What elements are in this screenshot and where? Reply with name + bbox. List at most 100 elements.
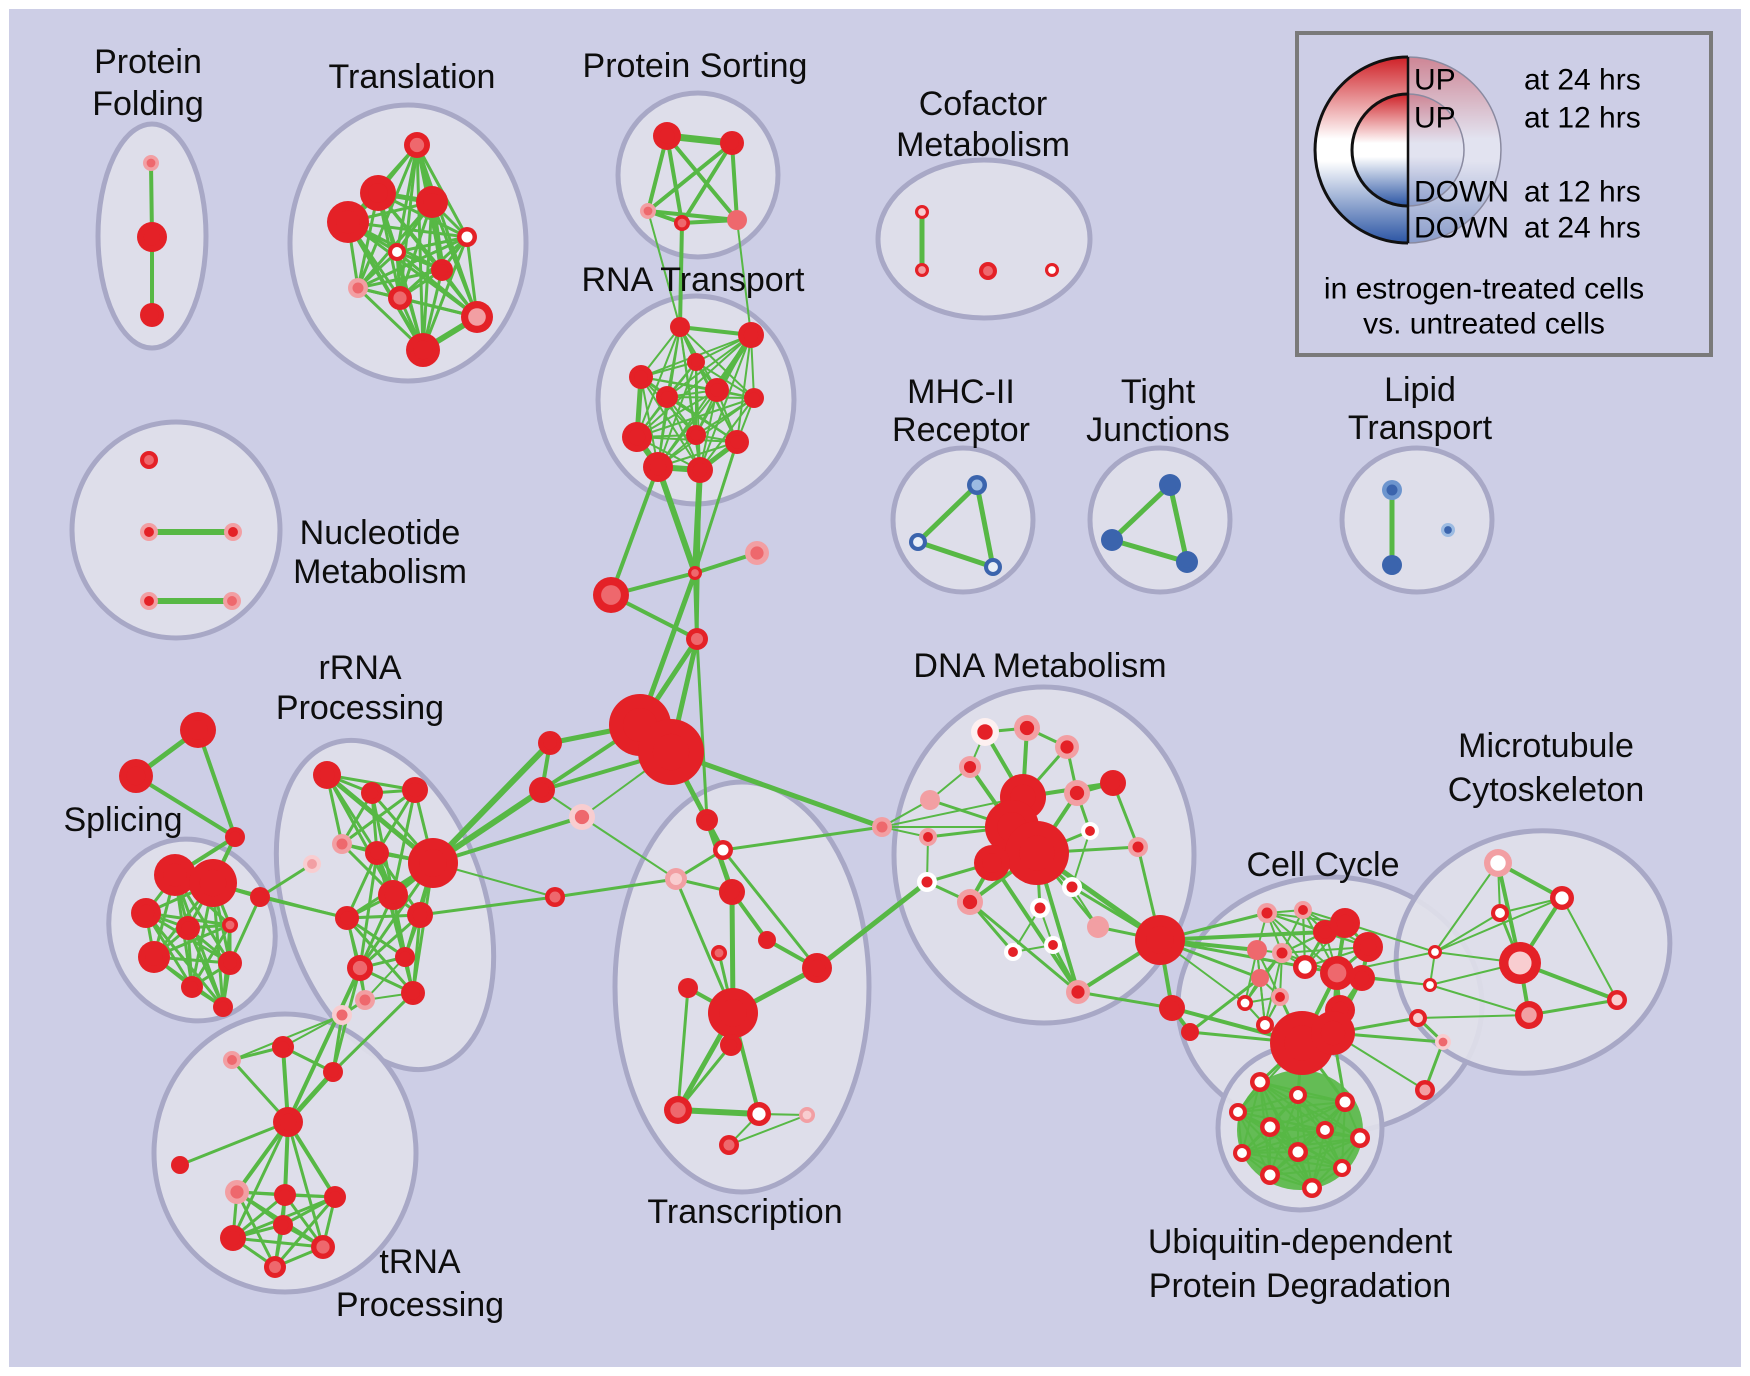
cluster-label-cell-cycle: Cell Cycle — [1246, 846, 1399, 884]
network-edge-microtubule-cytoskeleton — [1434, 912, 1501, 953]
network-edge-rrna-processing — [282, 1014, 343, 1048]
network-edge-rrna-processing — [340, 788, 417, 846]
network-edge-protein-sorting — [665, 134, 739, 222]
network-node-inner-12h — [682, 982, 694, 994]
network-node-inner-12h — [752, 1107, 766, 1121]
network-node-inner-12h — [336, 1009, 348, 1021]
network-node-inner-12h — [723, 1139, 735, 1151]
cluster-label-ubiquitin-degradation: Ubiquitin-dependent — [1148, 1223, 1453, 1261]
network-bridge-edge — [695, 468, 702, 641]
legend-outer-ring-left-outline — [1313, 55, 1409, 245]
network-bridge-edge — [721, 825, 884, 852]
network-node-inner-12h — [268, 1260, 282, 1274]
network-bridge-edge — [678, 221, 684, 329]
network-edge-trna-processing — [231, 1120, 290, 1240]
network-node-inner-12h — [710, 383, 724, 397]
network-node-inner-12h — [634, 370, 648, 384]
network-node-inner-12h — [748, 392, 760, 404]
cluster-label-ubiquitin-degradation: Protein Degradation — [1149, 1267, 1451, 1305]
network-node-inner-12h — [1444, 526, 1452, 534]
network-node-inner-12h — [384, 886, 402, 904]
network-edge-ubiquitin-degradation — [1241, 1129, 1326, 1154]
network-node-inner-12h — [971, 479, 983, 491]
cluster-ellipse-tight-junctions — [1087, 445, 1233, 595]
network-bridge-edge — [258, 862, 314, 899]
network-node-inner-12h — [1071, 985, 1085, 999]
network-bridge-edge — [431, 815, 584, 865]
network-node-inner-12h — [1386, 484, 1398, 496]
network-edge-dna-metabolism — [968, 900, 1080, 994]
network-edge-rna-transport — [636, 397, 755, 438]
network-node-inner-12h — [977, 724, 993, 740]
network-node-inner-12h — [1339, 1096, 1351, 1108]
network-node-inner-12h — [1254, 1076, 1266, 1088]
network-edge-rna-transport — [657, 334, 752, 468]
network-bridge-edge — [814, 879, 930, 971]
network-node-inner-12h — [1255, 973, 1265, 983]
network-bridge-edge — [1158, 930, 1327, 942]
network-edge-rna-transport — [699, 334, 752, 471]
network-node-inner-12h — [918, 266, 926, 274]
network-node-inner-12h — [918, 208, 926, 216]
network-node-inner-12h — [1163, 478, 1177, 492]
cluster-label-rna-transport: RNA Transport — [582, 261, 806, 299]
network-edge-cell-cycle — [1264, 952, 1283, 1026]
network-node-inner-12h — [1066, 881, 1078, 893]
network-edge-ubiquitin-degradation — [1237, 1094, 1299, 1113]
network-node-inner-12h — [1180, 555, 1194, 569]
network-node-inner-12h — [543, 736, 557, 750]
cluster-label-tight-junctions: Junctions — [1086, 411, 1230, 449]
cluster-label-rrna-processing: rRNA — [318, 649, 401, 687]
network-node-inner-12h — [461, 231, 473, 243]
network-edge-microtubule-cytoskeleton — [1527, 998, 1619, 1017]
cluster-ellipse-lipid-transport — [1339, 445, 1495, 595]
network-node-inner-12h — [1359, 938, 1377, 956]
network-node-inner-12h — [1132, 841, 1144, 853]
network-edge-splicing — [196, 728, 237, 839]
network-node-inner-12h — [368, 183, 388, 203]
network-node-inner-12h — [327, 1066, 339, 1078]
network-node-inner-12h — [144, 527, 154, 537]
network-node-inner-12h — [223, 956, 237, 970]
network-node-inner-12h — [802, 1110, 812, 1120]
network-node-inner-12h — [276, 1040, 290, 1054]
network-node-inner-12h — [1091, 920, 1105, 934]
legend-time-label: at 24 hrs — [1524, 212, 1641, 245]
network-node-inner-12h — [1413, 1013, 1423, 1023]
network-node-inner-12h — [254, 891, 266, 903]
network-edge-translation — [356, 143, 419, 290]
network-node-inner-12h — [534, 782, 550, 798]
network-node-inner-12h — [1105, 775, 1121, 791]
network-edge-splicing — [190, 923, 232, 989]
network-bridge-edge — [430, 740, 553, 866]
network-node-inner-12h — [370, 846, 384, 860]
network-node-inner-12h — [199, 869, 227, 897]
network-edge-translation — [395, 250, 479, 319]
network-bridge-edge — [693, 440, 739, 575]
cluster-label-tight-junctions: Tight — [1121, 373, 1196, 411]
legend-direction-label: UP — [1414, 64, 1456, 97]
legend-direction-label: DOWN — [1414, 212, 1509, 245]
network-edge-mhc-ii-receptor — [915, 482, 980, 545]
network-edge-ubiquitin-degradation — [1269, 1167, 1343, 1176]
labels-layer: Protein Folding Translation Protein Sorting… — [63, 43, 1644, 1324]
network-edge-trna-processing — [273, 1195, 337, 1269]
network-bridge-edge — [647, 210, 681, 328]
network-node-inner-12h — [1298, 905, 1308, 915]
network-node-inner-12h — [365, 786, 379, 800]
network-node-inner-12h — [407, 782, 423, 798]
network-edge-ubiquitin-degradation — [1241, 1152, 1343, 1169]
network-node-inner-12h — [336, 210, 360, 234]
network-node-inner-12h — [359, 994, 371, 1006]
network-node-inner-12h — [1490, 855, 1506, 871]
network-node-inner-12h — [406, 986, 420, 1000]
network-node-inner-12h — [1508, 951, 1532, 975]
network-node-inner-12h — [1320, 1125, 1330, 1135]
network-node-inner-12h — [1292, 1146, 1304, 1158]
network-node-inner-12h — [652, 733, 690, 771]
network-node-inner-12h — [307, 859, 317, 869]
cluster-label-trna-processing: tRNA — [379, 1243, 461, 1281]
network-edge-rna-transport — [640, 376, 701, 471]
network-edge-translation — [356, 268, 444, 290]
cluster-label-transcription: Transcription — [647, 1193, 842, 1231]
